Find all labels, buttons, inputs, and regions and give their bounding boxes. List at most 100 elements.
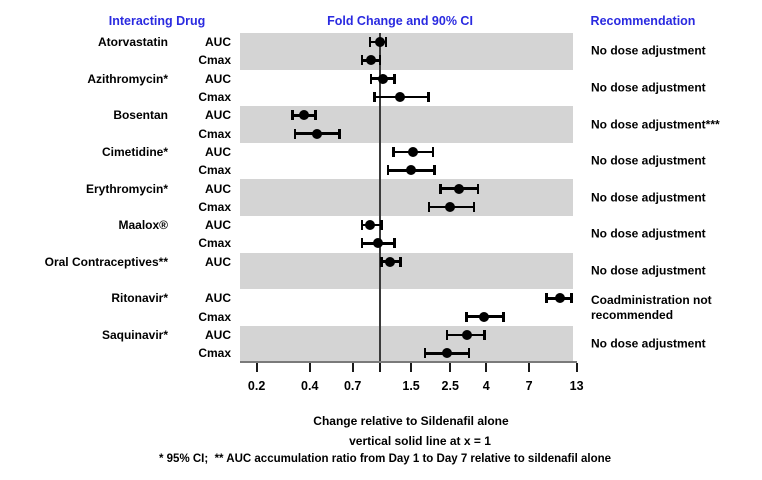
shaded-band: [240, 33, 573, 70]
recommendation-text: No dose adjustment: [591, 226, 706, 241]
metric-label: AUC: [205, 218, 231, 233]
shaded-band: [240, 106, 573, 143]
ci-cap-low: [360, 238, 364, 249]
recommendation-text: No dose adjustment***: [591, 117, 720, 131]
x-tick: [485, 363, 488, 372]
metric-label: AUC: [205, 327, 231, 342]
point-marker: [378, 73, 388, 84]
point-marker: [373, 238, 384, 249]
ci-cap-low: [360, 55, 364, 66]
drug-label: Erythromycin*: [85, 181, 168, 196]
point-marker: [385, 256, 396, 267]
metric-label: Cmax: [198, 236, 231, 251]
ci-cap-low: [427, 201, 431, 212]
x-tick-label: 1.5: [402, 379, 420, 393]
ci-cap-low: [368, 37, 372, 48]
recommendation-text: No dose adjustment: [591, 263, 706, 278]
shaded-band: [240, 325, 573, 363]
metric-label: AUC: [205, 181, 231, 196]
ci-cap-high: [338, 128, 341, 139]
footnote: * 95% CI; ** AUC accumulation ratio from…: [158, 453, 612, 465]
metric-label: Cmax: [198, 346, 231, 361]
metric-label: Cmax: [198, 163, 231, 178]
metric-label: AUC: [205, 144, 231, 159]
point-marker: [395, 92, 406, 103]
x-axis-label: Change relative to Sildenafil alone: [313, 414, 509, 428]
x-tick: [528, 363, 531, 372]
ci-cap-high: [314, 110, 317, 121]
x-tick: [308, 363, 311, 372]
metric-label: AUC: [205, 108, 231, 123]
point-marker: [312, 128, 323, 139]
x-tick-label: 13: [569, 379, 584, 393]
metric-label: AUC: [205, 254, 231, 269]
point-marker: [298, 110, 309, 121]
column-header-fold-change: Fold Change and 90% CI: [327, 14, 473, 28]
ci-cap-low: [545, 293, 548, 304]
point-marker: [407, 146, 418, 157]
ci-cap-high: [476, 183, 480, 194]
ci-cap-high: [380, 220, 383, 231]
ci-cap-low: [293, 128, 297, 139]
ci-cap-low: [369, 73, 373, 84]
ci-cap-low: [445, 329, 449, 340]
ci-cap-high: [472, 201, 476, 212]
ci-cap-high: [570, 293, 574, 304]
x-tick: [575, 363, 578, 372]
metric-label: AUC: [205, 71, 231, 86]
ci-cap-low: [373, 92, 376, 103]
point-marker: [445, 201, 456, 212]
shaded-band: [240, 179, 573, 216]
ci-cap-high: [427, 92, 430, 103]
metric-label: Cmax: [198, 90, 231, 105]
ci-cap-high: [483, 329, 486, 340]
x-axis-line: [240, 361, 577, 363]
recommendation-text: No dose adjustment: [591, 190, 706, 205]
ci-cap-high: [432, 165, 436, 176]
drug-label: Atorvastatin: [97, 35, 168, 50]
shaded-band: [240, 252, 573, 290]
ci-cap-high: [378, 55, 382, 66]
x-tick-label: 2.5: [441, 379, 459, 393]
metric-label: Cmax: [198, 126, 231, 141]
recommendation-text: No dose adjustment: [591, 80, 706, 95]
x-tick: [410, 363, 413, 372]
recommendation-text: No dose adjustment: [591, 336, 706, 351]
reference-line-caption: vertical solid line at x = 1: [349, 434, 491, 448]
ci-cap-low: [423, 348, 427, 359]
recommendation-text: No dose adjustment: [591, 43, 706, 58]
metric-label: Cmax: [198, 309, 231, 324]
ci-cap-high: [393, 238, 396, 249]
point-marker: [461, 329, 472, 340]
recommendation-text: Coadministration not recommended: [591, 292, 712, 322]
drug-label: Saquinavir*: [101, 327, 168, 342]
reference-line: [379, 33, 381, 361]
point-marker: [479, 311, 490, 322]
ci-cap-low: [439, 183, 442, 194]
drug-label: Ritonavir*: [111, 291, 168, 306]
ci-cap-high: [384, 37, 388, 48]
point-marker: [375, 37, 385, 48]
ci-cap-high: [467, 348, 471, 359]
ci-cap-low: [360, 220, 364, 231]
point-marker: [555, 293, 566, 304]
x-tick: [351, 363, 354, 372]
x-tick: [449, 363, 452, 372]
column-header-interacting-drug: Interacting Drug: [108, 14, 206, 28]
drug-label: Azithromycin*: [87, 71, 168, 86]
ci-cap-high: [393, 73, 396, 84]
metric-label: Cmax: [198, 53, 231, 68]
x-tick-label: 7: [525, 379, 533, 393]
metric-label: AUC: [205, 35, 231, 50]
drug-label: Oral Contraceptives**: [44, 254, 168, 269]
x-tick: [255, 363, 258, 372]
column-header-recommendation: Recommendation: [590, 14, 696, 28]
x-tick-label: 0.7: [343, 379, 362, 393]
x-tick: [379, 363, 381, 372]
point-marker: [442, 348, 453, 359]
ci-cap-high: [502, 311, 505, 322]
x-tick-label: 4: [482, 379, 490, 393]
point-marker: [366, 55, 377, 66]
